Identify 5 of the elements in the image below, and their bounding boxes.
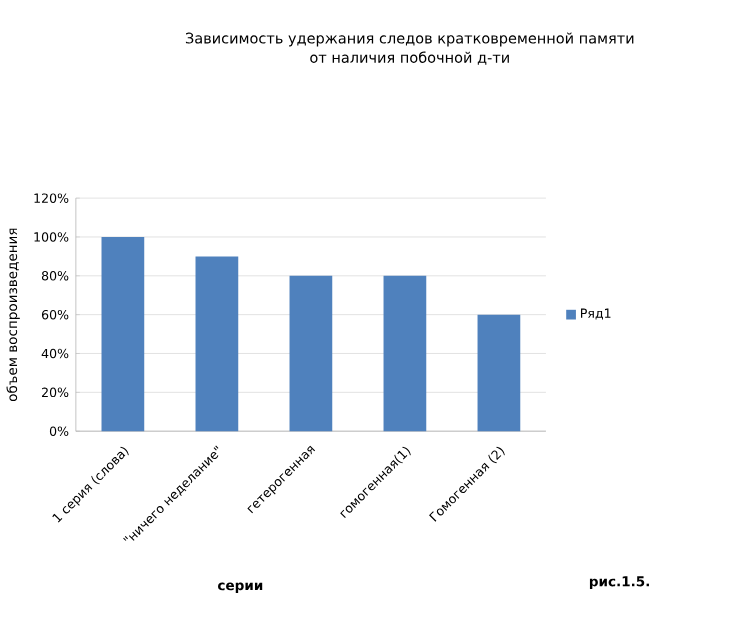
bar [289, 276, 333, 432]
bar [383, 276, 427, 432]
bar [477, 314, 521, 432]
bar [195, 256, 239, 432]
bar [101, 237, 145, 432]
